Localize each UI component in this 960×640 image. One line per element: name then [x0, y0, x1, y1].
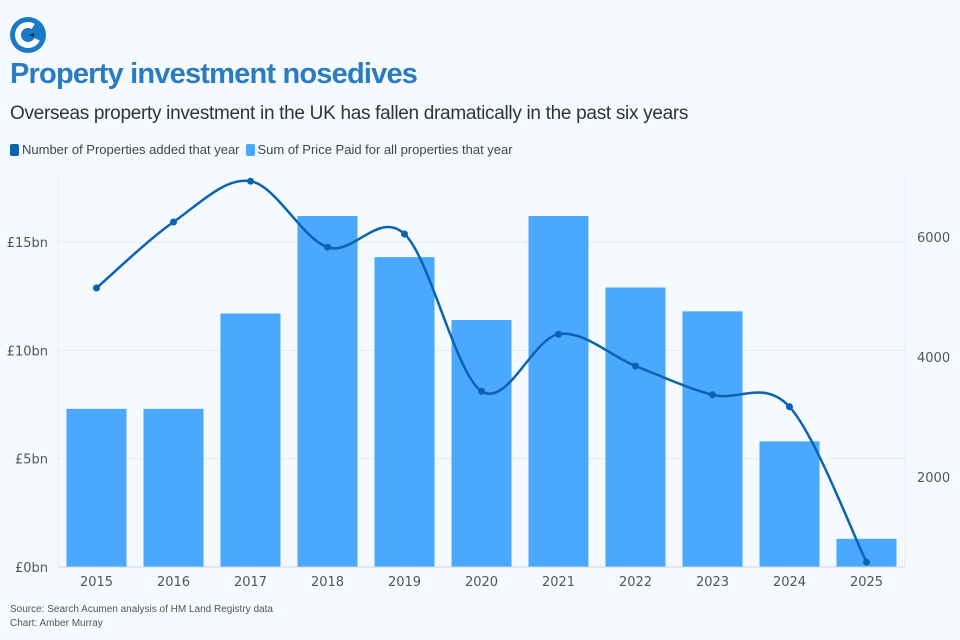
line-point-2020 — [478, 387, 485, 395]
legend-item-price[interactable]: Sum of Price Paid for all properties tha… — [245, 142, 513, 157]
legend-label: Number of Properties added that year — [22, 142, 240, 157]
x-tick-label: 2017 — [234, 575, 267, 590]
bar-2021 — [528, 216, 589, 567]
x-tick-label: 2024 — [773, 575, 806, 590]
line-point-2018 — [324, 243, 331, 251]
bar-2023 — [682, 311, 743, 567]
x-tick-label: 2015 — [80, 575, 113, 590]
line-point-2017 — [247, 177, 254, 185]
bar-2022 — [605, 287, 666, 567]
left-tick-label: £0bn — [15, 561, 48, 576]
x-tick-label: 2022 — [619, 575, 652, 590]
line-point-2021 — [555, 330, 562, 338]
line-point-2024 — [786, 403, 793, 411]
x-tick-label: 2019 — [388, 575, 421, 590]
x-tick-label: 2020 — [465, 575, 498, 590]
legend-swatch — [245, 143, 255, 156]
left-tick-label: £10bn — [7, 344, 48, 359]
line-point-2025 — [863, 558, 870, 566]
chart-title: Property investment nosedives — [10, 58, 418, 90]
right-tick-label: 4000 — [917, 351, 950, 366]
source-text: Source: Search Acumen analysis of HM Lan… — [10, 604, 273, 615]
bar-2017 — [220, 313, 281, 567]
x-tick-label: 2016 — [157, 575, 190, 590]
x-tick-label: 2021 — [542, 575, 575, 590]
bar-2019 — [374, 257, 435, 567]
left-tick-label: £15bn — [7, 236, 48, 251]
x-tick-label: 2023 — [696, 575, 729, 590]
line-point-2019 — [401, 230, 408, 238]
x-tick-label: 2025 — [850, 575, 883, 590]
credit-text: Chart: Amber Murray — [10, 618, 103, 629]
bar-2018 — [297, 216, 358, 567]
legend-item-properties[interactable]: Number of Properties added that year — [10, 142, 240, 157]
logo — [10, 17, 46, 53]
legend-swatch — [10, 143, 19, 156]
legend-label: Sum of Price Paid for all properties tha… — [257, 142, 513, 157]
bar-2015 — [66, 408, 127, 567]
line-point-2023 — [709, 391, 716, 399]
source-note: Source: Search Acumen analysis of HM Lan… — [10, 603, 273, 631]
right-tick-label: 6000 — [917, 231, 950, 246]
bar-2016 — [143, 408, 204, 567]
left-tick-label: £5bn — [15, 453, 48, 468]
x-tick-label: 2018 — [311, 575, 344, 590]
line-point-2022 — [632, 362, 639, 370]
bar-2024 — [759, 441, 820, 567]
line-point-2016 — [170, 218, 177, 226]
chart-subtitle: Overseas property investment in the UK h… — [10, 103, 689, 124]
line-point-2015 — [93, 284, 100, 292]
right-tick-label: 2000 — [917, 471, 950, 486]
legend: Number of Properties added that year Sum… — [10, 142, 513, 157]
